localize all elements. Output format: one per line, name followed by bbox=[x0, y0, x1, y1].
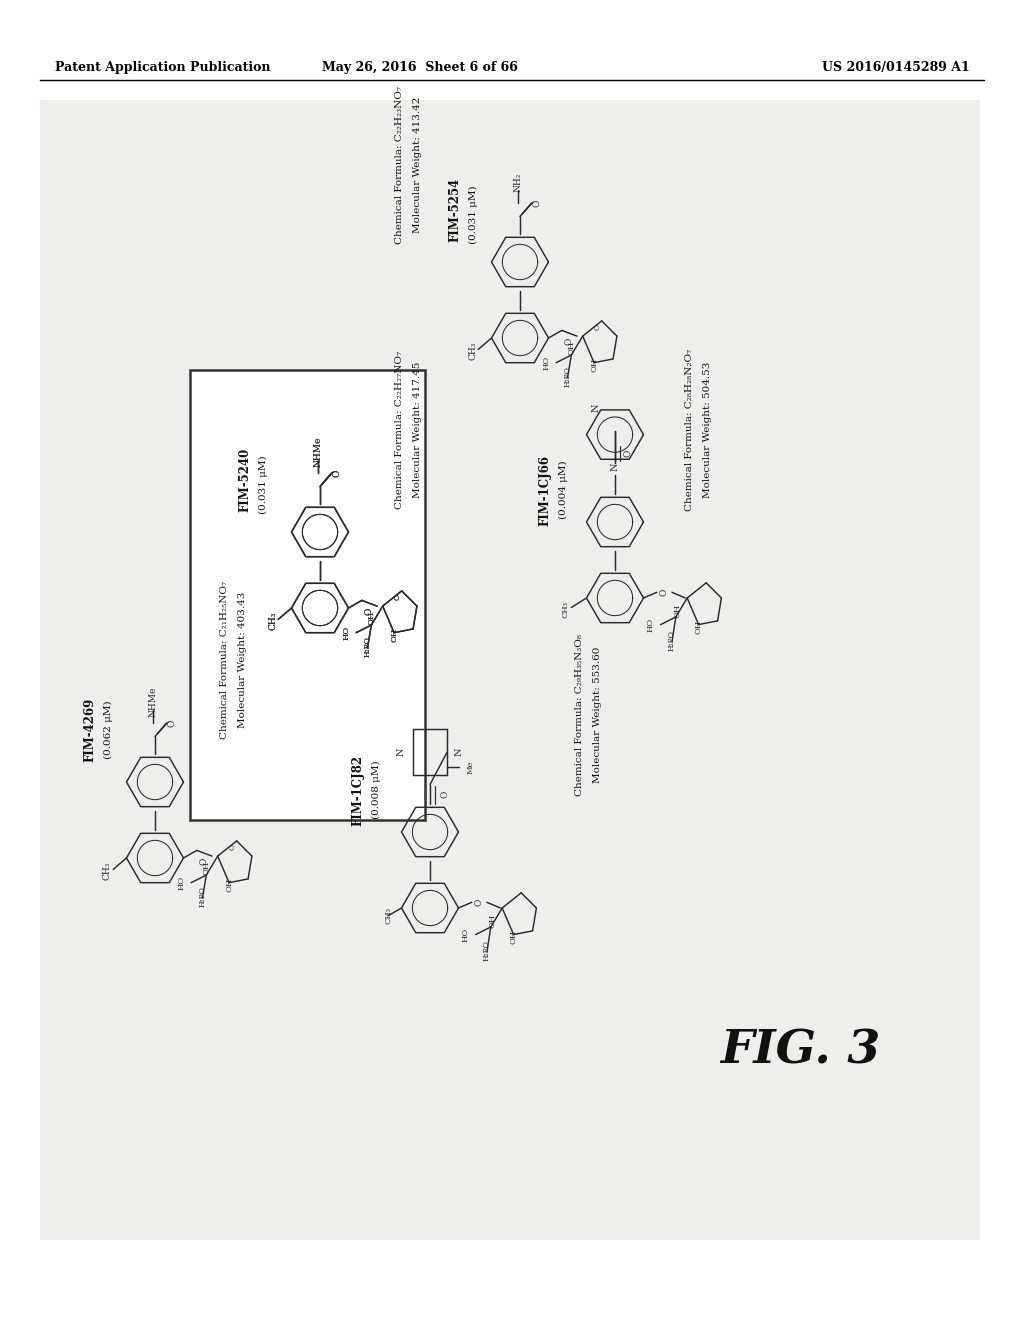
Text: H₂PO: H₂PO bbox=[364, 636, 372, 657]
Text: O: O bbox=[440, 791, 450, 797]
Text: HO: HO bbox=[177, 875, 185, 890]
Text: FIM-1CJ82: FIM-1CJ82 bbox=[351, 755, 365, 825]
Text: O: O bbox=[333, 470, 342, 477]
Text: CH₃: CH₃ bbox=[268, 612, 278, 631]
Text: NHMe: NHMe bbox=[313, 437, 323, 467]
Text: May 26, 2016  Sheet 6 of 66: May 26, 2016 Sheet 6 of 66 bbox=[323, 62, 518, 74]
Text: O: O bbox=[594, 323, 602, 330]
Text: OH: OH bbox=[202, 861, 210, 875]
Text: FIM-5240: FIM-5240 bbox=[239, 447, 252, 512]
Text: HO: HO bbox=[462, 928, 470, 941]
Text: Molecular Weight: 403.43: Molecular Weight: 403.43 bbox=[238, 591, 247, 729]
Text: OH: OH bbox=[567, 341, 575, 355]
Bar bbox=[190, 370, 425, 820]
Text: OH: OH bbox=[367, 610, 375, 624]
Text: FIM-5254: FIM-5254 bbox=[449, 178, 462, 242]
Text: HO: HO bbox=[647, 618, 655, 632]
Text: O: O bbox=[394, 594, 401, 599]
Text: NHMe: NHMe bbox=[313, 437, 323, 467]
Text: Chemical Formula: C₂₁H₂₅NO₇: Chemical Formula: C₂₁H₂₅NO₇ bbox=[220, 581, 229, 739]
Text: Molecular Weight: 417.45: Molecular Weight: 417.45 bbox=[413, 362, 422, 498]
Text: H₂PO: H₂PO bbox=[483, 940, 490, 961]
Text: Chemical Formula: C₂₂H₂₃NO₇: Chemical Formula: C₂₂H₂₃NO₇ bbox=[395, 86, 404, 244]
Text: N: N bbox=[592, 404, 600, 412]
Text: O: O bbox=[475, 899, 484, 906]
FancyBboxPatch shape bbox=[40, 100, 980, 1239]
Text: O: O bbox=[333, 470, 342, 477]
Text: H₂PO: H₂PO bbox=[199, 887, 207, 907]
Text: O: O bbox=[564, 338, 573, 346]
Text: Chemical Formula: C₂₉H₃₅N₃O₈: Chemical Formula: C₂₉H₃₅N₃O₈ bbox=[575, 634, 584, 796]
Text: N: N bbox=[455, 748, 464, 756]
Text: HO: HO bbox=[342, 626, 350, 640]
Text: H₂PO: H₂PO bbox=[364, 636, 372, 657]
Text: (0.031 μM): (0.031 μM) bbox=[258, 455, 267, 515]
Text: FIM-1CJ66: FIM-1CJ66 bbox=[539, 454, 552, 525]
Text: O: O bbox=[199, 858, 208, 866]
Text: O: O bbox=[394, 594, 401, 599]
Text: (0.004 μM): (0.004 μM) bbox=[558, 461, 567, 519]
Text: Chemical Formula: C₂₈H₂₈N₂O₇: Chemical Formula: C₂₈H₂₈N₂O₇ bbox=[685, 348, 694, 511]
Text: CH₃: CH₃ bbox=[103, 862, 112, 880]
Text: HO: HO bbox=[543, 355, 551, 370]
Text: OH: OH bbox=[674, 605, 682, 619]
Text: OH: OH bbox=[510, 929, 517, 944]
Text: Molecular Weight: 553.60: Molecular Weight: 553.60 bbox=[593, 647, 602, 783]
Text: US 2016/0145289 A1: US 2016/0145289 A1 bbox=[822, 62, 970, 74]
Text: O: O bbox=[365, 609, 373, 615]
Text: FIG. 3: FIG. 3 bbox=[720, 1027, 880, 1073]
Text: OH: OH bbox=[225, 878, 233, 892]
Text: CH₃: CH₃ bbox=[561, 601, 569, 618]
Text: Molecular Weight: 413.42: Molecular Weight: 413.42 bbox=[413, 96, 422, 234]
Text: OH: OH bbox=[590, 358, 598, 372]
Text: H₂PO: H₂PO bbox=[668, 631, 676, 651]
Text: O: O bbox=[229, 843, 237, 850]
Text: NHMe: NHMe bbox=[148, 686, 158, 717]
Text: O: O bbox=[365, 609, 373, 615]
Text: OH: OH bbox=[367, 610, 375, 624]
Text: OH: OH bbox=[390, 628, 398, 643]
Text: CH₃: CH₃ bbox=[268, 612, 278, 631]
Text: (0.008 μM): (0.008 μM) bbox=[372, 760, 381, 820]
Text: HO: HO bbox=[342, 626, 350, 640]
Text: CH₃: CH₃ bbox=[468, 342, 477, 360]
Text: OH: OH bbox=[390, 628, 398, 643]
Text: O: O bbox=[624, 450, 633, 457]
Text: NH₂: NH₂ bbox=[514, 173, 522, 191]
Text: N: N bbox=[396, 748, 406, 756]
Text: (0.062 μM): (0.062 μM) bbox=[103, 701, 113, 759]
Text: CH₃: CH₃ bbox=[384, 907, 392, 924]
Text: Patent Application Publication: Patent Application Publication bbox=[55, 62, 270, 74]
Text: Molecular Weight: 504.53: Molecular Weight: 504.53 bbox=[703, 362, 712, 498]
Text: OH: OH bbox=[488, 915, 497, 928]
Text: FIM-4269: FIM-4269 bbox=[84, 698, 96, 762]
Text: (0.031 μM): (0.031 μM) bbox=[468, 186, 477, 244]
Text: Me: Me bbox=[466, 760, 474, 774]
Text: H₂PO: H₂PO bbox=[563, 367, 571, 387]
Text: N: N bbox=[610, 462, 620, 471]
Text: O: O bbox=[659, 589, 669, 597]
Text: O: O bbox=[532, 199, 542, 207]
Text: O: O bbox=[168, 719, 176, 727]
Text: Chemical Formula: C₂₂H₂₇NO₇: Chemical Formula: C₂₂H₂₇NO₇ bbox=[395, 351, 404, 510]
Text: OH: OH bbox=[694, 620, 702, 634]
